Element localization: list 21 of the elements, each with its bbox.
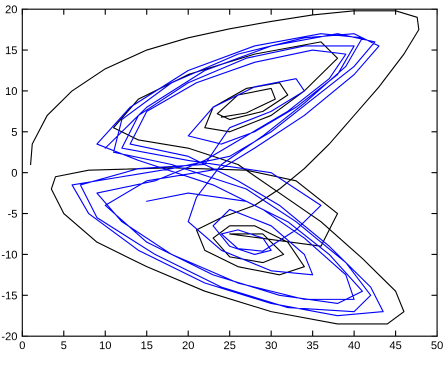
y-tick-label: 0	[12, 168, 18, 177]
line-series	[72, 33, 384, 316]
x-tick-label: 40	[348, 341, 360, 350]
x-tick-label: 30	[265, 341, 277, 350]
x-tick-label: 35	[306, 341, 318, 350]
x-tick-label: 10	[100, 341, 111, 350]
x-tick-label: 25	[224, 341, 236, 350]
x-tick-label: 5	[61, 341, 66, 350]
x-tick-label: 45	[390, 341, 402, 350]
x-tick-label: 0	[20, 341, 25, 350]
y-tick-label: 5	[12, 128, 17, 136]
y-tick-label: -5	[8, 210, 17, 218]
x-tick-label: 20	[182, 341, 194, 350]
y-tick-label: 15	[6, 46, 17, 54]
y-tick-label: -20	[2, 332, 18, 340]
y-tick-label: 20	[6, 5, 18, 14]
y-tick-label: -15	[2, 292, 17, 300]
y-tick-label: 10	[6, 87, 18, 96]
x-tick-label: 50	[431, 341, 443, 350]
y-tick-label: -10	[2, 250, 18, 259]
x-tick-label: 15	[141, 341, 152, 350]
